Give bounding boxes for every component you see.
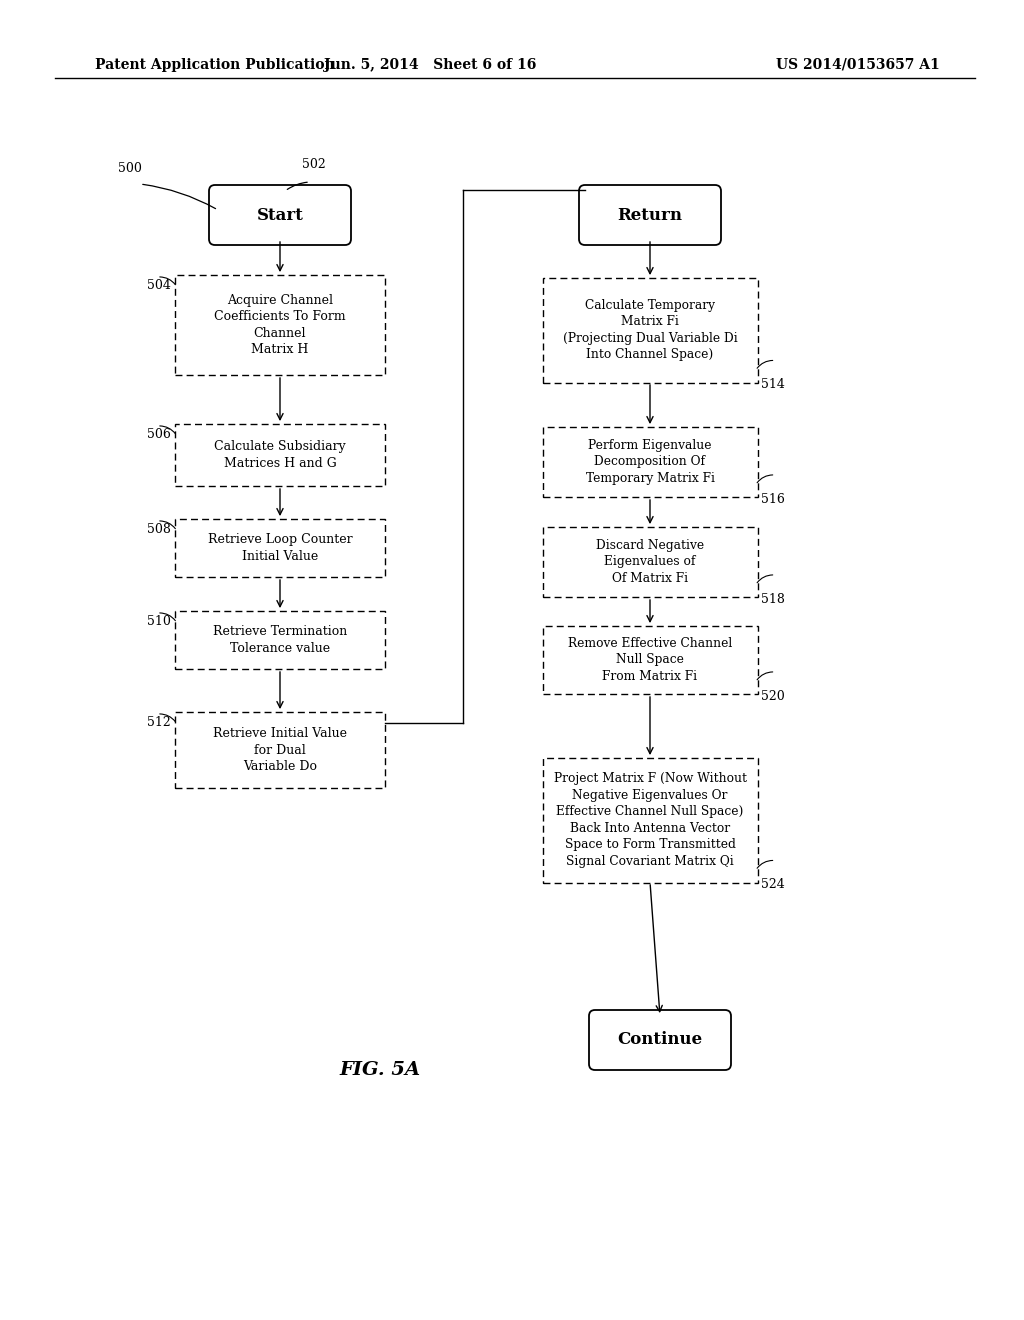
Bar (175, 519, 385, 577)
Bar (543, 527, 758, 597)
Text: Project Matrix F (Now Without
Negative Eigenvalues Or
Effective Channel Null Spa: Project Matrix F (Now Without Negative E… (554, 772, 746, 867)
Text: Start: Start (257, 206, 303, 223)
Bar (175, 275, 385, 375)
FancyBboxPatch shape (589, 1010, 731, 1071)
Text: 518: 518 (762, 593, 785, 606)
Text: Jun. 5, 2014   Sheet 6 of 16: Jun. 5, 2014 Sheet 6 of 16 (324, 58, 537, 73)
Text: 510: 510 (147, 615, 171, 628)
Bar (543, 758, 758, 883)
Text: 504: 504 (147, 279, 171, 292)
Text: 512: 512 (147, 715, 171, 729)
Text: Calculate Subsidiary
Matrices H and G: Calculate Subsidiary Matrices H and G (214, 441, 346, 470)
Bar (175, 424, 385, 486)
Text: 506: 506 (147, 428, 171, 441)
Text: Calculate Temporary
Matrix Fi
(Projecting Dual Variable Di
Into Channel Space): Calculate Temporary Matrix Fi (Projectin… (562, 298, 737, 362)
Text: Return: Return (617, 206, 683, 223)
Text: 500: 500 (118, 162, 142, 176)
Text: 516: 516 (762, 492, 785, 506)
Text: 508: 508 (147, 523, 171, 536)
Text: US 2014/0153657 A1: US 2014/0153657 A1 (776, 58, 940, 73)
Text: Retrieve Initial Value
for Dual
Variable Do: Retrieve Initial Value for Dual Variable… (213, 727, 347, 774)
Text: 514: 514 (762, 379, 785, 392)
Text: Acquire Channel
Coefficients To Form
Channel
Matrix H: Acquire Channel Coefficients To Form Cha… (214, 294, 346, 356)
Text: Retrieve Termination
Tolerance value: Retrieve Termination Tolerance value (213, 626, 347, 655)
Text: Continue: Continue (617, 1031, 702, 1048)
FancyBboxPatch shape (209, 185, 351, 246)
Text: FIG. 5A: FIG. 5A (339, 1061, 421, 1078)
Text: 520: 520 (762, 690, 785, 704)
FancyBboxPatch shape (579, 185, 721, 246)
Text: Patent Application Publication: Patent Application Publication (95, 58, 335, 73)
Bar (543, 426, 758, 498)
Text: 502: 502 (302, 158, 326, 172)
Text: Remove Effective Channel
Null Space
From Matrix Fi: Remove Effective Channel Null Space From… (568, 638, 732, 682)
Bar (543, 277, 758, 383)
Text: Perform Eigenvalue
Decomposition Of
Temporary Matrix Fi: Perform Eigenvalue Decomposition Of Temp… (586, 440, 715, 484)
Text: Retrieve Loop Counter
Initial Value: Retrieve Loop Counter Initial Value (208, 533, 352, 562)
Bar (175, 611, 385, 669)
Text: 524: 524 (762, 879, 785, 891)
Bar (543, 626, 758, 694)
Text: Discard Negative
Eigenvalues of
Of Matrix Fi: Discard Negative Eigenvalues of Of Matri… (596, 539, 705, 585)
Bar (175, 711, 385, 788)
